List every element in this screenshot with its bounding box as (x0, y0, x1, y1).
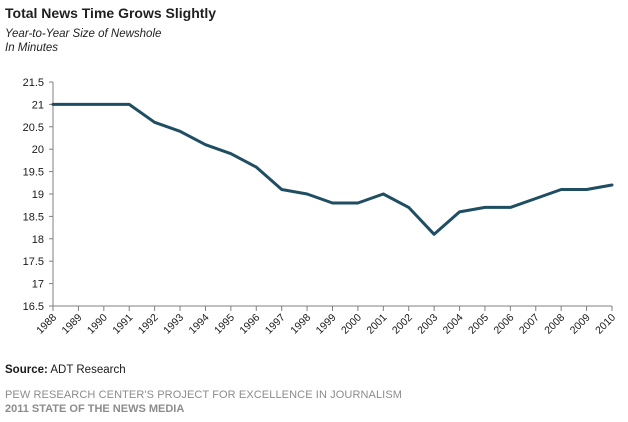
x-tick-label: 1998 (288, 312, 313, 337)
data-point (255, 165, 258, 169)
y-tick-label: 19 (32, 189, 44, 201)
x-tick-label: 1993 (161, 312, 186, 337)
x-tick-label: 2007 (517, 312, 542, 337)
source-text: ADT Research (50, 364, 126, 376)
x-tick-label: 2008 (542, 312, 567, 337)
data-point (331, 201, 334, 205)
x-tick-label: 2003 (415, 312, 440, 337)
y-tick-label: 21.5 (23, 77, 44, 89)
data-point (610, 183, 614, 187)
x-tick-label: 1995 (212, 312, 237, 337)
y-tick-label: 20.5 (23, 122, 44, 134)
x-tick-label: 1988 (34, 312, 59, 337)
data-point (102, 103, 106, 106)
y-tick-label: 21 (32, 99, 44, 111)
y-tick-label: 17.5 (23, 256, 44, 268)
data-point (356, 201, 360, 205)
chart-unit-label: In Minutes (5, 42, 59, 54)
data-point (458, 210, 461, 214)
data-point (51, 103, 55, 106)
x-tick-label: 2004 (441, 312, 466, 337)
x-tick-label: 1990 (85, 312, 110, 337)
x-tick-label: 2001 (364, 312, 389, 337)
x-tick-label: 1994 (187, 312, 212, 337)
x-tick-label: 1991 (110, 312, 135, 337)
data-point (432, 233, 436, 236)
source-note: Source: ADT Research (5, 364, 126, 376)
y-tick-label: 17 (32, 279, 44, 291)
data-point (407, 206, 410, 209)
x-tick-label: 1999 (314, 312, 339, 337)
data-point (128, 103, 131, 106)
data-point (178, 130, 182, 133)
x-tick-label: 2005 (466, 312, 491, 337)
x-tick-label: 2000 (339, 312, 364, 337)
x-tick-label: 2010 (593, 312, 618, 337)
data-point (382, 192, 385, 196)
x-tick-label: 2009 (568, 312, 593, 337)
y-tick-label: 18.5 (23, 211, 44, 223)
x-tick-label: 1992 (136, 312, 161, 337)
data-point (280, 188, 283, 191)
source-label: Source: (5, 364, 48, 376)
x-tick-label: 1996 (237, 312, 262, 337)
data-point (483, 206, 487, 209)
x-tick-label: 1989 (60, 312, 85, 337)
y-tick-label: 19.5 (23, 167, 44, 179)
data-point (534, 197, 537, 200)
footer-report-name: 2011 STATE OF THE NEWS MEDIA (5, 403, 185, 415)
y-tick-label: 20 (32, 144, 44, 156)
series-line (51, 102, 614, 236)
chart-title: Total News Time Grows Slightly (5, 5, 217, 21)
x-tick-label: 2002 (390, 312, 415, 337)
y-tick-label: 18 (32, 234, 44, 246)
data-point (509, 206, 512, 209)
x-tick-label: 2006 (491, 312, 516, 337)
y-tick-label: 16.5 (23, 301, 44, 313)
data-point (559, 188, 563, 191)
data-point (77, 103, 80, 106)
footer-organization: PEW RESEARCH CENTER'S PROJECT FOR EXCELL… (5, 389, 403, 401)
chart-subtitle: Year-to-Year Size of Newshole (5, 28, 162, 40)
x-tick-label: 1997 (263, 312, 288, 337)
data-point (153, 121, 156, 124)
data-point (229, 152, 233, 155)
data-point (204, 143, 207, 146)
data-point (585, 188, 588, 191)
data-point (305, 192, 309, 196)
